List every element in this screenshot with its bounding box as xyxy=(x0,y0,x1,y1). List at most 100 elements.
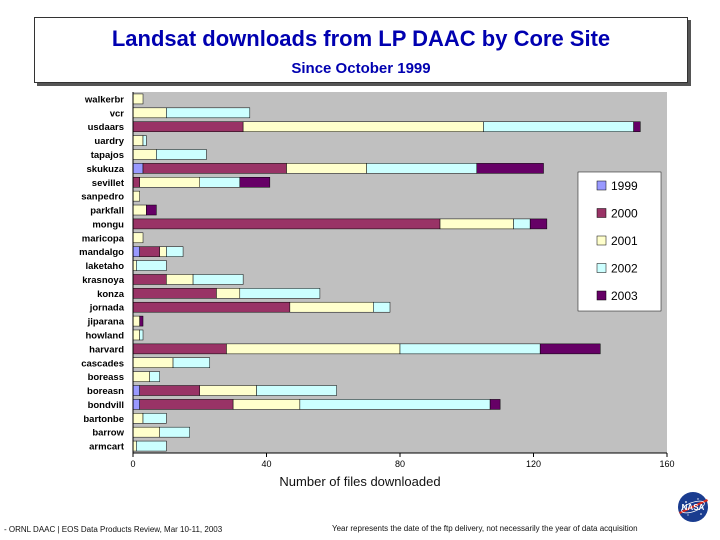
bar-mandalgo-2001 xyxy=(159,246,167,257)
y-tick-label: jiparana xyxy=(87,317,125,328)
y-tick-label: vcr xyxy=(110,108,125,119)
bar-jiparana-2001 xyxy=(132,315,140,327)
x-tick-label: 80 xyxy=(395,459,405,469)
y-tick-label: harvard xyxy=(89,344,124,355)
bar-cascades-2001 xyxy=(132,357,174,368)
bar-bondvill-2000 xyxy=(139,399,234,410)
chart-title: Landsat downloads from LP DAAC by Core S… xyxy=(111,26,611,51)
y-tick-label: sevillet xyxy=(92,178,125,189)
bar-sevillet-2003 xyxy=(239,177,271,188)
bar-armcart-2002 xyxy=(136,440,167,452)
legend-label-1999: 1999 xyxy=(611,179,638,193)
y-tick-label: parkfall xyxy=(90,206,124,217)
bar-konza-2001 xyxy=(216,288,241,299)
y-tick-label: mongu xyxy=(92,219,124,230)
bar-sevillet-2002 xyxy=(199,177,241,188)
svg-text:NASA: NASA xyxy=(682,503,705,512)
y-tick-label: skukuza xyxy=(87,164,125,175)
bar-boreass-2001 xyxy=(132,371,150,382)
bar-usdaars-2002 xyxy=(483,121,634,132)
bar-mongu-2003 xyxy=(529,218,548,230)
bar-harvard-2002 xyxy=(399,343,541,355)
bar-usdaars-2001 xyxy=(242,121,484,132)
bar-bondvill-1999 xyxy=(132,399,140,410)
bar-konza-2002 xyxy=(239,288,321,299)
bar-uardry-2001 xyxy=(132,135,144,146)
y-tick-label: barrow xyxy=(92,428,124,439)
legend-label-2000: 2000 xyxy=(611,207,638,221)
bar-jornada-2000 xyxy=(132,301,291,313)
y-tick-label: boreass xyxy=(88,372,124,383)
bar-mongu-2000 xyxy=(132,218,441,230)
nasa-logo-icon: NASA xyxy=(678,492,708,522)
bar-barrow-2002 xyxy=(159,426,190,438)
bar-boreasn-2002 xyxy=(256,385,337,396)
bar-vcr-2002 xyxy=(166,107,251,119)
chart-subtitle: Since October 1999 xyxy=(291,60,431,77)
y-tick-label: laketaho xyxy=(85,261,124,272)
bar-bartonbe-2002 xyxy=(142,413,167,424)
bar-parkfall-2003 xyxy=(146,204,157,216)
bar-skukuza-2003 xyxy=(476,163,544,174)
legend-swatch-2003 xyxy=(596,290,607,301)
x-tick-label: 40 xyxy=(261,459,271,469)
y-tick-label: jornada xyxy=(89,303,125,314)
bar-mongu-2002 xyxy=(513,218,531,230)
bar-bondvill-2002 xyxy=(299,399,491,410)
bar-laketaho-2002 xyxy=(136,260,167,271)
bar-krasnoya-2001 xyxy=(166,274,194,285)
y-tick-label: sanpedro xyxy=(81,192,124,203)
bar-konza-2000 xyxy=(132,288,217,299)
y-tick-label: howland xyxy=(85,330,124,341)
x-tick-label: 120 xyxy=(526,459,541,469)
bar-tapajos-2001 xyxy=(132,149,157,160)
footer-credit: - ORNL DAAC | EOS Data Products Review, … xyxy=(4,525,223,534)
bar-mandalgo-2002 xyxy=(166,246,184,257)
bar-skukuza-2001 xyxy=(286,163,367,174)
bar-parkfall-2001 xyxy=(132,204,147,216)
bar-bartonbe-2001 xyxy=(132,413,144,424)
bar-boreass-2002 xyxy=(149,371,160,382)
y-tick-label: bondvill xyxy=(88,400,124,411)
bar-boreasn-2001 xyxy=(199,385,257,396)
y-tick-label: usdaars xyxy=(88,122,124,133)
bar-armcart-2001 xyxy=(132,440,137,452)
legend-box xyxy=(577,171,662,312)
bar-usdaars-2000 xyxy=(132,121,244,132)
bar-harvard-2001 xyxy=(226,343,401,355)
x-axis-label: Number of files downloaded xyxy=(279,474,441,489)
y-tick-label: mandalgo xyxy=(79,247,124,258)
bar-uardry-2002 xyxy=(142,135,147,146)
y-tick-label: bartonbe xyxy=(83,414,124,425)
bar-skukuza-2002 xyxy=(366,163,478,174)
bar-walkerbr-2001 xyxy=(132,93,144,105)
y-tick-label: krasnoya xyxy=(82,275,124,286)
y-tick-label: walkerbr xyxy=(84,94,124,105)
legend-swatch-2000 xyxy=(596,208,607,218)
bar-jornada-2001 xyxy=(289,301,374,313)
bar-harvard-2000 xyxy=(132,343,227,355)
bar-vcr-2001 xyxy=(132,107,167,119)
bar-sanpedro-2001 xyxy=(132,190,140,202)
bar-cascades-2002 xyxy=(172,357,211,368)
bar-jornada-2002 xyxy=(373,301,391,313)
bar-howland-2001 xyxy=(132,329,140,341)
bar-jiparana-2003 xyxy=(139,315,144,327)
bar-harvard-2003 xyxy=(539,343,601,355)
bar-tapajos-2002 xyxy=(156,149,207,160)
bar-laketaho-2001 xyxy=(132,260,137,271)
legend-swatch-1999 xyxy=(596,180,607,191)
title-box: Landsat downloads from LP DAAC by Core S… xyxy=(34,17,688,83)
bar-sevillet-2001 xyxy=(139,177,201,188)
bar-krasnoya-2002 xyxy=(192,274,244,285)
y-tick-label: uardry xyxy=(94,136,124,147)
legend-label-2002: 2002 xyxy=(611,262,638,276)
bar-boreasn-2000 xyxy=(139,385,201,396)
y-tick-label: cascades xyxy=(81,358,124,369)
bar-mandalgo-1999 xyxy=(132,246,140,257)
bar-bondvill-2001 xyxy=(232,399,301,410)
legend-swatch-2001 xyxy=(596,235,607,246)
x-tick-label: 160 xyxy=(659,459,674,469)
bar-krasnoya-2000 xyxy=(132,274,167,285)
